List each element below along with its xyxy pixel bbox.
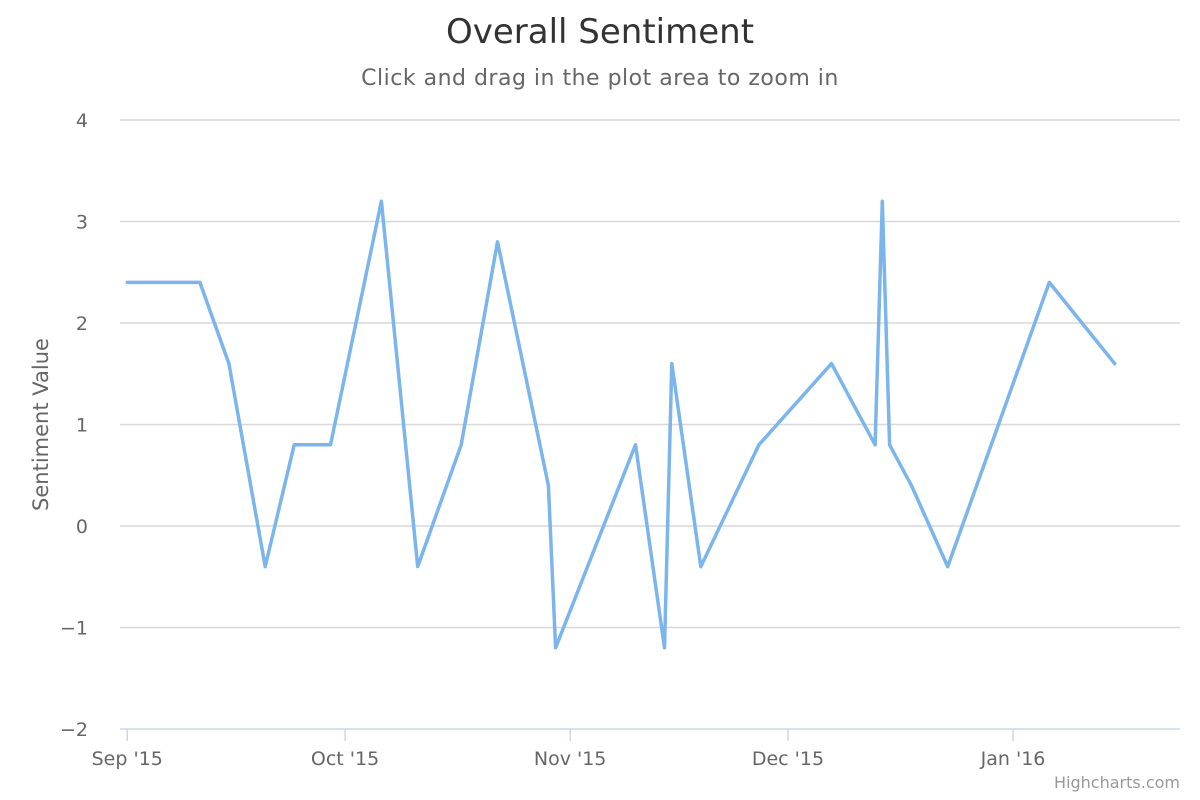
data-point[interactable]: [872, 442, 878, 448]
data-point[interactable]: [124, 279, 130, 285]
data-point[interactable]: [458, 442, 464, 448]
y-tick-label: 4: [76, 110, 88, 132]
data-point[interactable]: [829, 361, 835, 367]
data-point[interactable]: [378, 198, 384, 204]
chart-title: Overall Sentiment: [445, 12, 755, 52]
data-point[interactable]: [291, 442, 297, 448]
y-tick-label: 1: [76, 415, 88, 437]
y-tick-label: 3: [76, 212, 88, 234]
data-point[interactable]: [879, 198, 885, 204]
x-tick-label: Nov '15: [534, 748, 607, 770]
data-point[interactable]: [553, 645, 559, 651]
data-point[interactable]: [328, 442, 334, 448]
data-point[interactable]: [945, 564, 951, 570]
x-tick-label: Dec '15: [752, 748, 824, 770]
data-point[interactable]: [415, 564, 421, 570]
data-point[interactable]: [495, 239, 501, 245]
y-axis-title: Sentiment Value: [29, 338, 53, 511]
credits-link[interactable]: Highcharts.com: [1054, 773, 1180, 792]
data-point[interactable]: [226, 361, 232, 367]
data-point[interactable]: [262, 564, 268, 570]
y-tick-label: 0: [76, 516, 88, 538]
data-point[interactable]: [908, 482, 914, 488]
x-tick-label: Jan '16: [980, 748, 1046, 770]
y-tick-label: −1: [60, 618, 88, 640]
data-point[interactable]: [632, 442, 638, 448]
data-point[interactable]: [756, 442, 762, 448]
y-tick-label: 2: [76, 313, 88, 335]
data-point[interactable]: [1046, 279, 1052, 285]
y-tick-label: −2: [60, 719, 88, 741]
chart-subtitle: Click and drag in the plot area to zoom …: [361, 66, 839, 91]
data-point[interactable]: [1112, 361, 1118, 367]
x-tick-label: Sep '15: [92, 748, 163, 770]
series-line[interactable]: [125, 199, 1117, 650]
data-point[interactable]: [669, 361, 675, 367]
data-point[interactable]: [698, 564, 704, 570]
data-point[interactable]: [887, 442, 893, 448]
data-point[interactable]: [662, 645, 668, 651]
data-point[interactable]: [545, 482, 551, 488]
x-tick-label: Oct '15: [311, 748, 379, 770]
data-point[interactable]: [197, 279, 203, 285]
